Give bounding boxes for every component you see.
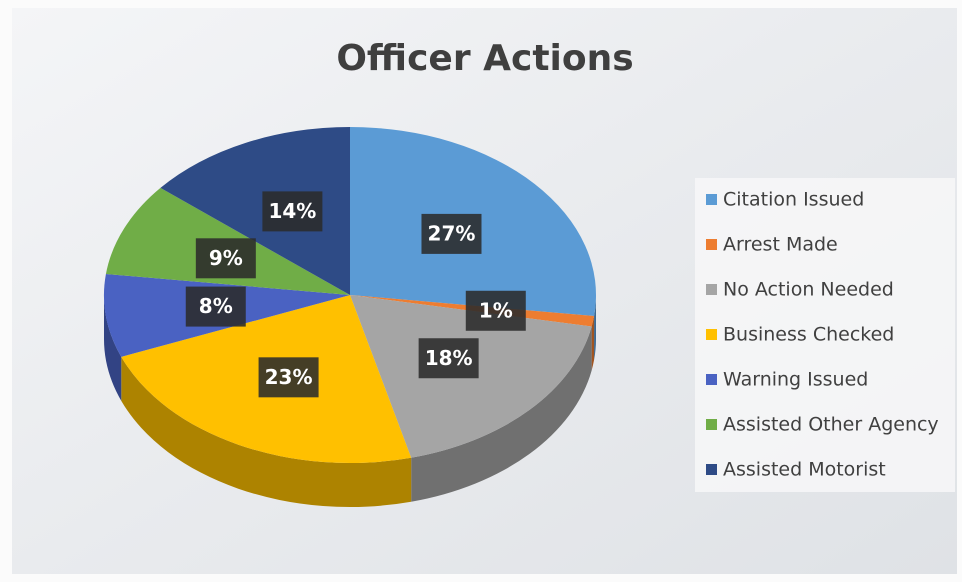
data-label-box bbox=[195, 238, 256, 279]
legend-label: Citation Issued bbox=[723, 189, 864, 211]
slice-side bbox=[411, 326, 592, 502]
data-label-box bbox=[418, 338, 479, 379]
legend-label: Assisted Motorist bbox=[723, 459, 886, 481]
legend-label: Warning Issued bbox=[723, 369, 868, 391]
legend-swatch bbox=[706, 284, 717, 295]
slice-side bbox=[594, 295, 596, 361]
legend-label: No Action Needed bbox=[723, 279, 894, 301]
data-label: 23% bbox=[265, 365, 313, 389]
slice-side bbox=[591, 316, 595, 371]
data-label-box bbox=[465, 290, 526, 331]
slice bbox=[160, 127, 350, 295]
legend-swatch bbox=[706, 239, 717, 250]
data-label-box bbox=[262, 191, 323, 232]
legend-swatch bbox=[706, 194, 717, 205]
slice-side bbox=[104, 295, 122, 401]
data-label: 18% bbox=[425, 346, 473, 370]
data-label-box bbox=[421, 213, 482, 254]
legend-swatch bbox=[706, 464, 717, 475]
legend-swatch bbox=[706, 329, 717, 340]
legend-swatch bbox=[706, 374, 717, 385]
data-label-box bbox=[258, 357, 319, 398]
data-label: 27% bbox=[428, 221, 476, 245]
chart-title: Officer Actions bbox=[336, 38, 633, 79]
data-label: 14% bbox=[268, 199, 316, 223]
data-label: 8% bbox=[199, 294, 233, 318]
data-label-box bbox=[185, 286, 246, 327]
data-label: 9% bbox=[209, 246, 243, 270]
slice-side bbox=[121, 356, 412, 508]
legend-swatch bbox=[706, 419, 717, 430]
legend-label: Business Checked bbox=[723, 324, 894, 346]
data-label: 1% bbox=[479, 298, 513, 322]
legend-box bbox=[695, 178, 955, 492]
legend-label: Arrest Made bbox=[723, 234, 838, 256]
legend-label: Assisted Other Agency bbox=[723, 414, 939, 436]
